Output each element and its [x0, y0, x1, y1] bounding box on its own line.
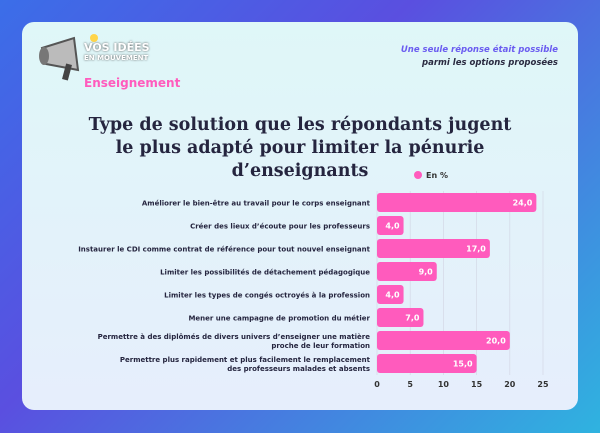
- card: VOS IDÉES EN MOUVEMENT Enseignement Une …: [22, 22, 578, 410]
- bar-value-label: 15,0: [453, 360, 473, 369]
- category-label: Limiter les possibilités de détachement …: [160, 269, 370, 277]
- category-label: proche de leur formation: [271, 342, 370, 350]
- bar: [377, 308, 424, 327]
- x-tick-label: 0: [374, 380, 380, 389]
- note-line-1: Une seule réponse était possible: [400, 45, 558, 55]
- category-label: Mener une campagne de promotion du métie…: [188, 315, 370, 323]
- chart-title: Type de solution que les répondants juge…: [88, 115, 512, 181]
- bar: [377, 193, 537, 212]
- logo-title: VOS IDÉES: [84, 41, 150, 54]
- legend: En %: [414, 171, 448, 180]
- x-tick-label: 25: [537, 380, 549, 389]
- brand-name: Enseignement: [84, 76, 181, 90]
- bar: [377, 354, 477, 373]
- x-tick-label: 5: [407, 380, 413, 389]
- note-line-2: parmi les options proposées: [422, 58, 558, 68]
- x-tick-label: 10: [438, 380, 450, 389]
- bar: [377, 262, 437, 281]
- bar-value-label: 9,0: [419, 268, 434, 277]
- bar: [377, 285, 404, 304]
- category-label: Améliorer le bien-être au travail pour l…: [142, 200, 371, 208]
- legend-swatch-icon: [414, 171, 422, 179]
- bar-value-label: 4,0: [385, 291, 400, 300]
- bar-value-label: 24,0: [513, 199, 533, 208]
- legend-label: En %: [426, 171, 448, 180]
- survey-note: Une seule réponse était possible parmi l…: [401, 44, 558, 70]
- category-label: Permettre à des diplômés de divers unive…: [98, 333, 371, 341]
- bar-value-label: 20,0: [486, 337, 506, 346]
- bar-value-label: 17,0: [466, 245, 486, 254]
- category-label: Créer des lieux d’écoute pour les profes…: [190, 223, 370, 231]
- logo-subtitle: EN MOUVEMENT: [84, 54, 149, 62]
- bar: [377, 239, 490, 258]
- x-tick-label: 20: [504, 380, 516, 389]
- bar: [377, 216, 404, 235]
- bar: [377, 331, 510, 350]
- category-label: Instaurer le CDI comme contrat de référe…: [78, 246, 370, 254]
- megaphone-logo-icon: [39, 34, 98, 81]
- x-tick-label: 15: [471, 380, 483, 389]
- bar-value-label: 7,0: [405, 314, 420, 323]
- bar-value-label: 4,0: [385, 222, 400, 231]
- category-label: Limiter les types de congés octroyés à l…: [164, 292, 370, 300]
- category-label: Permettre plus rapidement et plus facile…: [120, 356, 371, 364]
- category-label: des professeurs malades et absents: [227, 365, 370, 373]
